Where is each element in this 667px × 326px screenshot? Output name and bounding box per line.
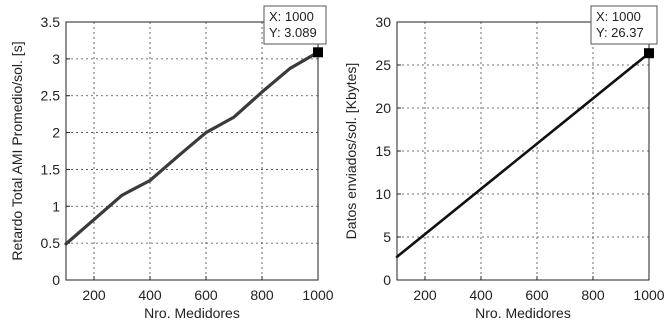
y-tick-label: 0 bbox=[52, 272, 60, 288]
x-tick-label: 200 bbox=[82, 287, 106, 303]
datatip-x-label: X: 1000 bbox=[596, 9, 641, 24]
x-tick-label: 1000 bbox=[302, 287, 333, 303]
x-tick-label: 400 bbox=[138, 287, 162, 303]
y-tick-label: 3.5 bbox=[41, 14, 61, 30]
y-tick-label: 25 bbox=[375, 57, 391, 73]
y-tick-label: 1.5 bbox=[41, 161, 61, 177]
series-line bbox=[64, 50, 320, 246]
x-tick-label: 800 bbox=[581, 287, 605, 303]
y-tick-label: 20 bbox=[375, 100, 391, 116]
y-tick-label: 3 bbox=[52, 51, 60, 67]
x-tick-label: 1000 bbox=[633, 287, 664, 303]
y-tick-label: 30 bbox=[375, 14, 391, 30]
datatip-y-label: Y: 26.37 bbox=[596, 25, 644, 40]
y-tick-label: 0 bbox=[383, 272, 391, 288]
datatip-y-label: Y: 3.089 bbox=[269, 25, 317, 40]
x-tick-label: 600 bbox=[525, 287, 549, 303]
y-tick-label: 15 bbox=[375, 143, 391, 159]
y-tick-label: 2.5 bbox=[41, 88, 61, 104]
axes-box bbox=[65, 21, 319, 281]
y-tick-label: 5 bbox=[383, 229, 391, 245]
datatip-marker bbox=[313, 47, 323, 58]
y-axis-label: Datos enviados/sol. [Kbytes] bbox=[343, 63, 359, 240]
x-tick-label: 400 bbox=[469, 287, 493, 303]
series-line bbox=[395, 51, 651, 259]
y-tick-label: 10 bbox=[375, 186, 391, 202]
y-tick-label: 0.5 bbox=[41, 235, 61, 251]
datatip-marker bbox=[644, 48, 654, 59]
plot-area bbox=[66, 22, 318, 280]
chart-right-datos: 200 400 600 800 1000 0 5 10 15 20 25 30 Nro. Medidor… bbox=[343, 5, 665, 321]
y-tick-label: 1 bbox=[52, 198, 60, 214]
datatip-x-label: X: 1000 bbox=[269, 9, 314, 24]
x-tick-label: 600 bbox=[194, 287, 218, 303]
x-axis-label: Nro. Medidores bbox=[475, 305, 571, 321]
y-tick-label: 2 bbox=[52, 125, 60, 141]
x-tick-label: 200 bbox=[413, 287, 437, 303]
datatip-box bbox=[590, 5, 658, 45]
datatip-box bbox=[263, 5, 327, 45]
y-axis-label: Retardo Total AMI Promedio/sol. [s] bbox=[9, 41, 25, 260]
x-axis-label: Nro. Medidores bbox=[144, 305, 240, 321]
x-tick-label: 800 bbox=[250, 287, 274, 303]
chart-left-retardo: 200 400 600 800 1000 0 0.5 1 1.5 2 2.5 3 3.5 Nro. Med… bbox=[9, 5, 334, 321]
